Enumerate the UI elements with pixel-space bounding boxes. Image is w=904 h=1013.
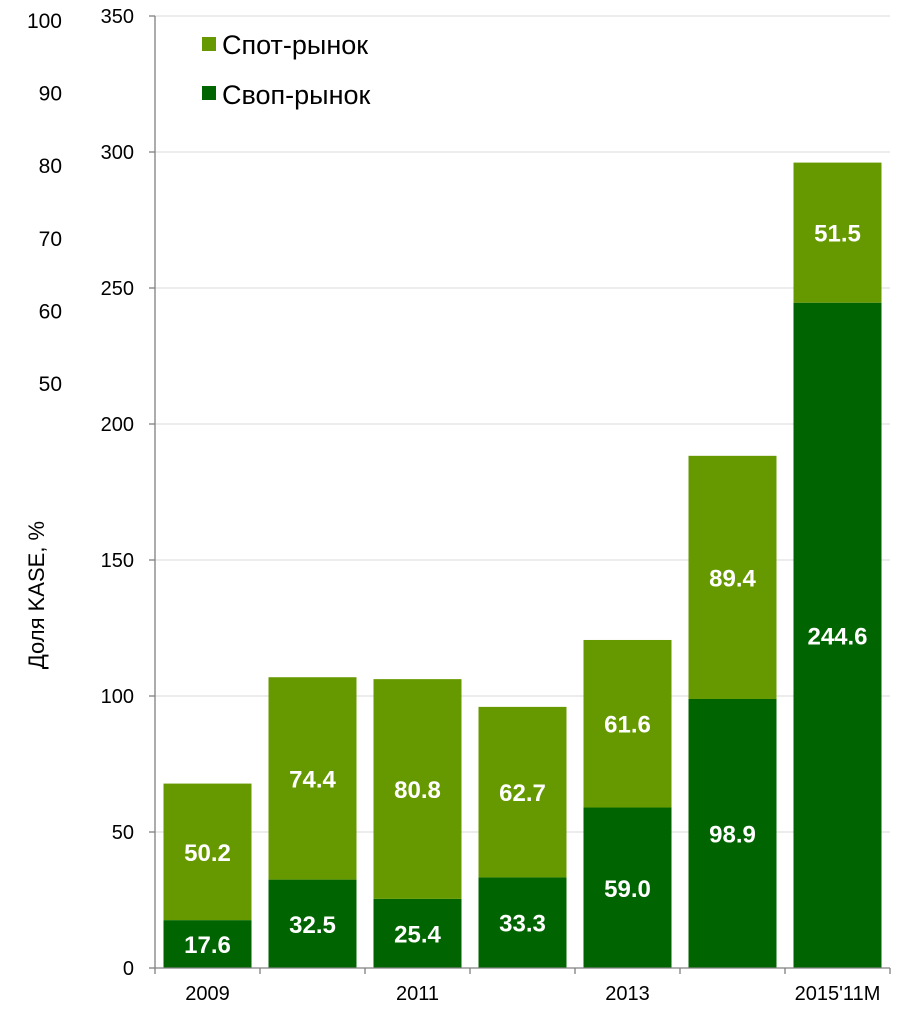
legend-label-spot: Спот-рынок	[222, 30, 368, 60]
bars	[163, 162, 882, 968]
bar-swap	[583, 807, 672, 968]
left-tick-label: 60	[39, 300, 62, 323]
bar-swap	[688, 698, 777, 968]
bar-spot	[163, 783, 252, 921]
data-label-spot: 61.6	[604, 712, 651, 739]
bar-spot	[268, 677, 357, 880]
y-tick-label: 350	[101, 6, 134, 28]
y-tick-label: 250	[101, 278, 134, 300]
data-label-spot: 62.7	[499, 780, 546, 807]
bar-swap	[373, 898, 462, 968]
data-label-swap: 59.0	[604, 876, 651, 903]
y-tick-label: 300	[101, 142, 134, 164]
bar-spot	[478, 706, 567, 878]
left-tick-label: 80	[39, 155, 62, 178]
data-label-swap: 17.6	[184, 932, 231, 959]
x-tick-label: 2013	[605, 983, 650, 1005]
y-tick-label: 100	[101, 686, 134, 708]
data-label-swap: 244.6	[807, 623, 867, 650]
left-tick-label: 100	[27, 10, 62, 33]
data-label-swap: 32.5	[289, 912, 336, 939]
x-tick-label: 2009	[185, 983, 230, 1005]
bar-spot	[793, 162, 882, 303]
bar-swap	[793, 302, 882, 968]
data-label-spot: 50.2	[184, 840, 231, 867]
data-label-swap: 25.4	[394, 921, 441, 948]
bar-spot	[373, 679, 462, 899]
legend-swatch-spot	[202, 37, 216, 51]
y-tick-label: 0	[123, 958, 134, 980]
data-label-spot: 89.4	[709, 565, 756, 592]
y-tick-label: 150	[101, 550, 134, 572]
bar-swap	[268, 879, 357, 968]
data-label-spot: 74.4	[289, 766, 336, 793]
bar-spot	[583, 639, 672, 808]
x-axis-ticks: 2009 2011 2013 2015'11M	[185, 983, 880, 1005]
y-axis-ticks: 0 50 100 150 200 250 300 350	[101, 6, 134, 980]
left-tick-label: 90	[39, 83, 62, 106]
legend-label-swap: Своп-рынок	[222, 80, 371, 110]
legend-swatch-swap	[202, 86, 216, 100]
left-axis-ticks: 100 90 80 70 60 50	[27, 10, 62, 396]
x-tick-label: 2015'11M	[795, 983, 881, 1005]
bar-swap	[478, 877, 567, 968]
bar-spot	[688, 455, 777, 699]
left-tick-label: 50	[39, 373, 62, 396]
data-label-swap: 33.3	[499, 911, 546, 938]
data-labels: 17.6 50.2 32.5 74.4 25.4 80.8 33.3 62.7 59.0 61.6…	[184, 221, 867, 959]
y-tick-label: 50	[112, 822, 134, 844]
axes	[149, 15, 891, 974]
y-tick-label: 200	[101, 414, 134, 436]
x-tick-label: 2011	[396, 983, 439, 1005]
legend: Спот-рынок Своп-рынок	[202, 30, 371, 110]
y-axis-title: Доля KASE, %	[24, 521, 49, 669]
left-tick-label: 70	[39, 228, 62, 251]
data-label-spot: 80.8	[394, 777, 441, 804]
data-label-spot: 51.5	[814, 221, 861, 248]
data-label-swap: 98.9	[709, 821, 756, 848]
bar-swap	[163, 920, 252, 968]
